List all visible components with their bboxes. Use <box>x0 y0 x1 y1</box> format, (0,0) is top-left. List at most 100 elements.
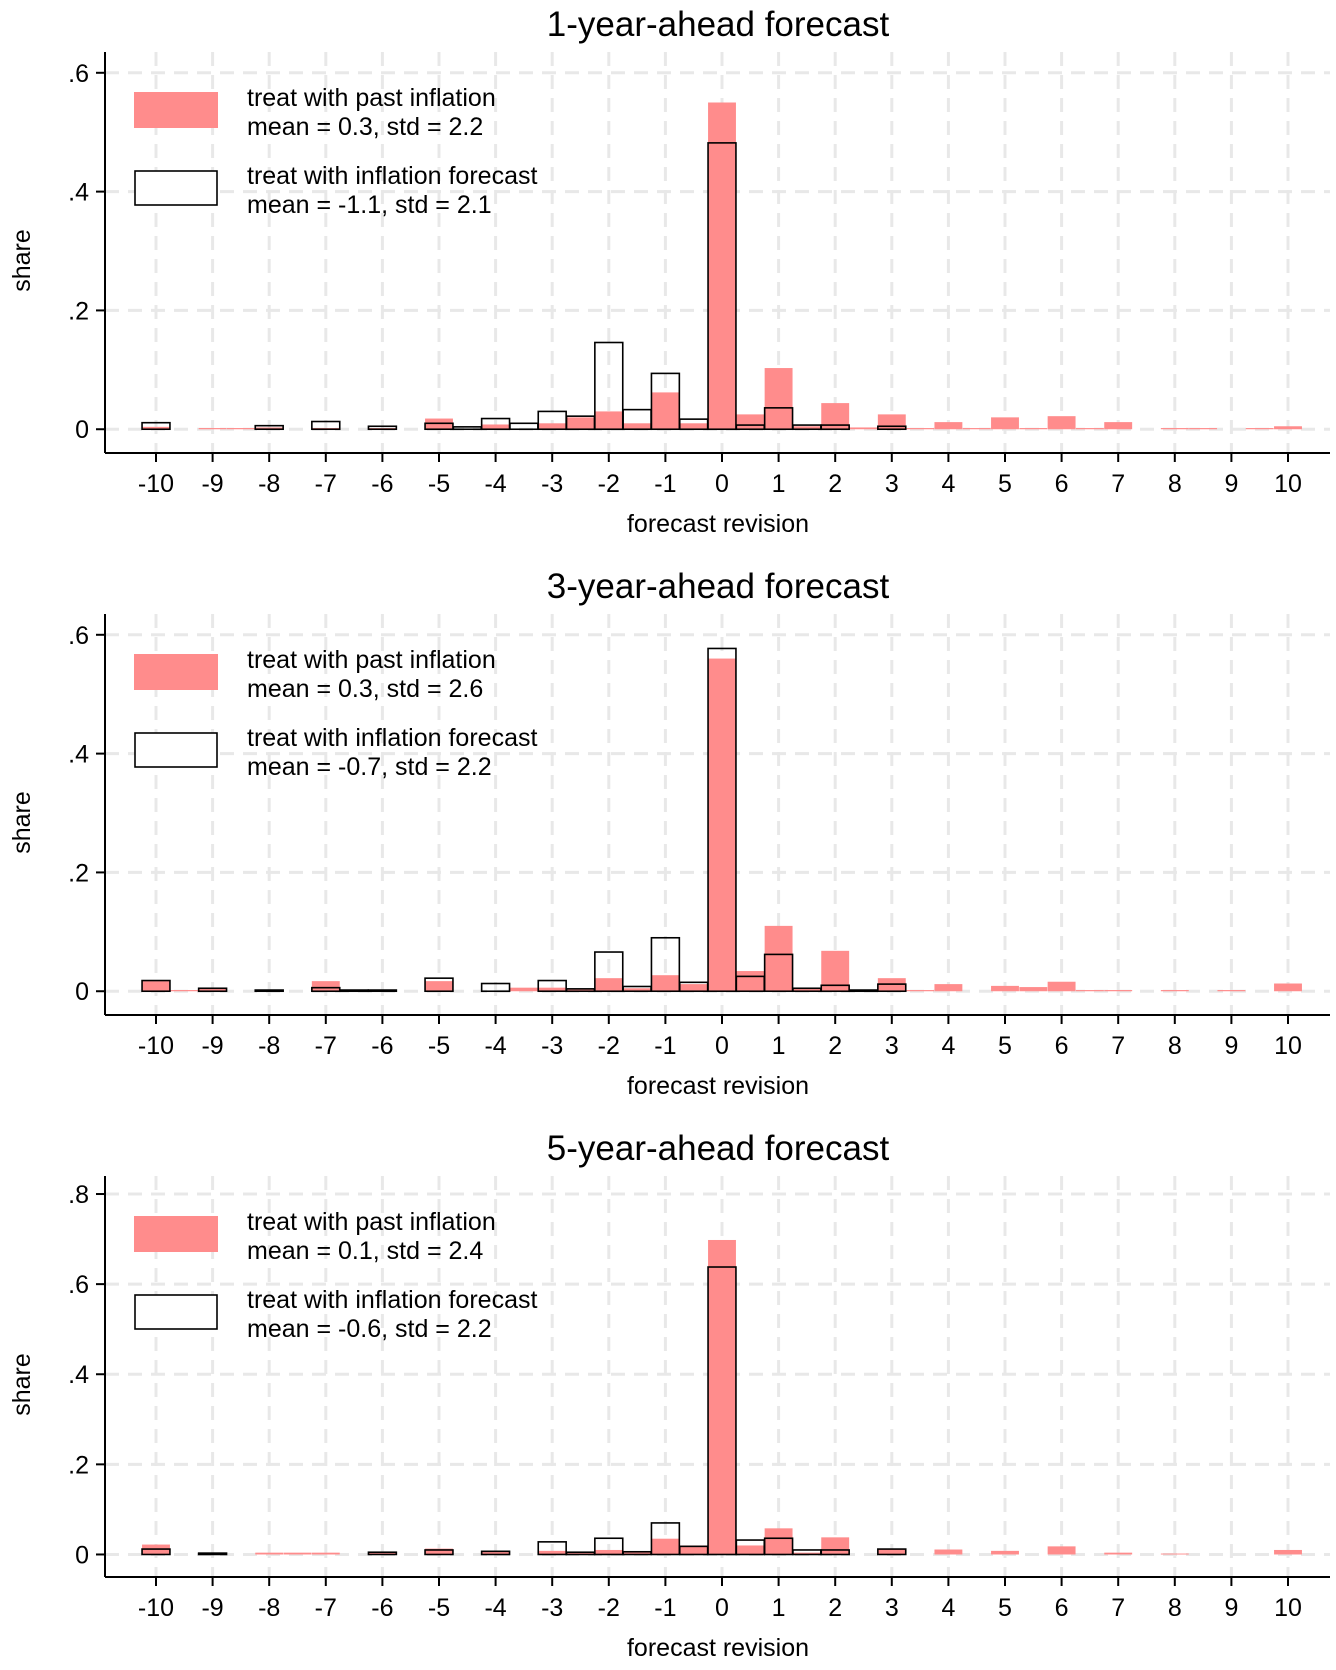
x-tick-label: 0 <box>715 1594 729 1622</box>
bar-inflation-forecast <box>763 953 794 993</box>
bar-past-inflation <box>708 1239 736 1555</box>
bar-past-inflation <box>991 417 1019 430</box>
legend-key-inflation-forecast <box>134 732 218 768</box>
bar-past-inflation <box>906 428 935 430</box>
x-tick-label: -1 <box>654 1032 676 1060</box>
bar-inflation-forecast <box>877 1548 907 1556</box>
bar-past-inflation <box>906 990 935 992</box>
bar-past-inflation <box>1104 422 1133 430</box>
x-tick-label: -5 <box>428 1032 450 1060</box>
bar-inflation-forecast <box>763 1537 794 1556</box>
bar-past-inflation <box>538 987 567 992</box>
bar-past-inflation <box>679 1545 708 1555</box>
x-tick-label: -6 <box>371 1594 393 1622</box>
bar-inflation-forecast <box>763 407 794 431</box>
x-tick-label: -8 <box>258 1594 280 1622</box>
bar-inflation-forecast <box>254 989 284 993</box>
x-axis-label: forecast revision <box>627 1634 809 1662</box>
bar-past-inflation <box>792 988 821 992</box>
bar-past-inflation <box>736 414 765 430</box>
bar-past-inflation <box>792 1552 821 1555</box>
x-tick-label: -7 <box>315 470 337 498</box>
x-tick-label: -6 <box>371 1032 393 1060</box>
x-tick-label: 0 <box>715 1032 729 1060</box>
bar-past-inflation <box>198 428 227 430</box>
x-tick-label: 1 <box>772 1594 786 1622</box>
y-tick-label: .4 <box>68 1361 89 1389</box>
legend-series-name: treat with past inflation <box>247 1208 496 1236</box>
bar-past-inflation <box>481 1551 510 1555</box>
bar-past-inflation <box>1160 990 1189 992</box>
legend-series-stats: mean = 0.3, std = 2.2 <box>247 113 483 141</box>
bar-inflation-forecast <box>707 1266 737 1556</box>
bar-past-inflation <box>1047 981 1076 992</box>
x-tick-label: -9 <box>201 1594 223 1622</box>
bar-inflation-forecast <box>650 936 681 993</box>
bar-past-inflation <box>934 1549 963 1555</box>
gridlines <box>105 52 1330 453</box>
bar-inflation-forecast <box>537 1541 567 1556</box>
y-tick-label: .2 <box>68 297 89 325</box>
x-tick-label: -8 <box>258 1032 280 1060</box>
bar-past-inflation <box>368 1552 397 1555</box>
legend-key-past-inflation <box>134 1216 218 1252</box>
bar-past-inflation <box>538 423 567 430</box>
bar-past-inflation <box>142 426 170 430</box>
bar-past-inflation <box>1274 1549 1302 1555</box>
x-tick-label: -6 <box>371 470 393 498</box>
bar-past-inflation <box>1104 1552 1133 1555</box>
bar-past-inflation <box>764 925 793 992</box>
x-tick-label: 6 <box>1055 470 1069 498</box>
legend-series-name: treat with inflation forecast <box>247 1286 537 1314</box>
legend-series-name: treat with past inflation <box>247 646 496 674</box>
bar-past-inflation <box>679 423 708 430</box>
bar-past-inflation <box>962 428 991 430</box>
legend-series-name: treat with inflation forecast <box>247 162 537 190</box>
x-tick-label: 3 <box>885 1032 899 1060</box>
bar-inflation-forecast <box>254 424 284 431</box>
y-tick-label: 0 <box>75 1541 89 1569</box>
x-tick-label: 8 <box>1168 1032 1182 1060</box>
x-tick-label: -2 <box>598 1594 620 1622</box>
x-tick-label: -10 <box>138 1594 174 1622</box>
series-inflation-forecast <box>141 142 907 431</box>
x-tick-label: -8 <box>258 470 280 498</box>
bar-past-inflation <box>255 427 284 430</box>
bar-inflation-forecast <box>141 421 171 431</box>
x-tick-label: -4 <box>484 1032 506 1060</box>
bar-inflation-forecast <box>707 142 737 431</box>
x-tick-label: 8 <box>1168 1594 1182 1622</box>
bar-inflation-forecast <box>311 420 341 431</box>
x-tick-label: 3 <box>885 1594 899 1622</box>
bar-past-inflation <box>311 981 340 992</box>
x-tick-label: -7 <box>315 1594 337 1622</box>
bar-past-inflation <box>1189 428 1218 430</box>
bar-past-inflation <box>1274 426 1302 430</box>
chart-panel-1: 0.2.4.6-10 -9 -8 -7 -6 -5 -4 -3 -2 -1 0 1 2 3 4 5 6 7 8 9 10… <box>8 5 1330 538</box>
x-axis-label: forecast revision <box>627 1072 809 1100</box>
bar-past-inflation <box>481 424 510 430</box>
bar-past-inflation <box>1104 990 1133 992</box>
bar-inflation-forecast <box>480 982 511 993</box>
bar-inflation-forecast <box>339 989 369 993</box>
bar-inflation-forecast <box>594 341 624 431</box>
series-inflation-forecast <box>141 1266 907 1556</box>
legend-series-stats: mean = -0.7, std = 2.2 <box>247 753 492 781</box>
bar-past-inflation <box>934 984 963 992</box>
bar-past-inflation <box>594 978 623 992</box>
chart-title: 1-year-ahead forecast <box>547 5 890 44</box>
x-tick-label: -2 <box>598 470 620 498</box>
bar-inflation-forecast <box>594 951 624 993</box>
bar-inflation-forecast <box>650 1522 681 1556</box>
y-tick-label: .8 <box>68 1181 89 1209</box>
bar-inflation-forecast <box>197 1552 228 1556</box>
bar-past-inflation <box>1019 428 1048 430</box>
bar-past-inflation <box>566 988 595 992</box>
bar-inflation-forecast <box>792 1549 822 1556</box>
bar-past-inflation <box>991 1550 1019 1555</box>
chart-panel-2: 0.2.4.6-10 -9 -8 -7 -6 -5 -4 -3 -2 -1 0 1 2 3 4 5 6 7 8 9 10… <box>8 567 1330 1100</box>
x-tick-label: -9 <box>201 1032 223 1060</box>
x-tick-label: 0 <box>715 470 729 498</box>
x-tick-label: 1 <box>772 1032 786 1060</box>
